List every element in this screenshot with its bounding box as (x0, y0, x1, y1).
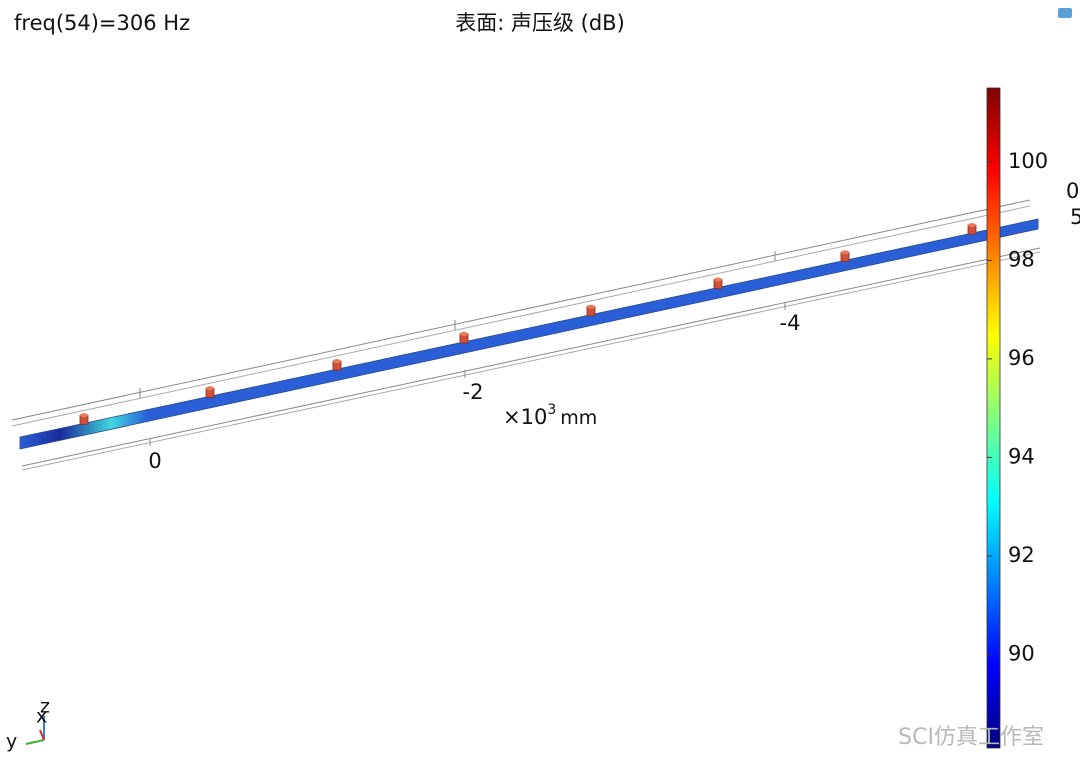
colorbar-tick-label: 96 (1008, 346, 1035, 370)
plot-title: 表面: 声压级 (dB) (455, 11, 625, 35)
colorbar-tick-label: 98 (1008, 247, 1035, 271)
colorbar-tick-label: 94 (1008, 444, 1035, 468)
colorbar-tick-label: 90 (1008, 641, 1035, 665)
colorbar (986, 87, 1001, 749)
watermark: SCI仿真工作室 (898, 725, 1044, 750)
geometry (11, 199, 1041, 471)
source-top (206, 386, 214, 391)
source-top (80, 413, 88, 418)
axis-triad: x z y (6, 696, 50, 753)
colorbar-ticks: 90 92 94 96 98 100 (987, 149, 1048, 665)
colorbar-tick-label: 100 (1008, 149, 1048, 173)
source-top (460, 331, 468, 336)
colorbar-tick-label: 92 (1008, 543, 1035, 567)
triad-label: x (36, 706, 47, 728)
frequency-label: freq(54)=306 Hz (14, 11, 190, 35)
axis-label: 0 (1066, 179, 1079, 203)
source-top (841, 250, 849, 255)
axis-label: 5 (1070, 205, 1080, 229)
source-top (587, 304, 595, 309)
axis-label: -4 (780, 311, 801, 335)
triad-label: z (40, 696, 50, 718)
source-top (714, 277, 722, 282)
axis-unit: ×103 mm (503, 402, 597, 429)
axis-label: -2 (463, 380, 484, 404)
exponent: 3 (547, 402, 556, 418)
sources (79, 223, 977, 425)
unit: mm (560, 407, 597, 429)
source-top (333, 359, 341, 364)
source-top (968, 223, 976, 228)
triad-label: y (6, 731, 17, 753)
axis-label: 0 (148, 449, 161, 473)
view-icon (1058, 8, 1072, 18)
multiplier: ×10 (503, 405, 547, 429)
